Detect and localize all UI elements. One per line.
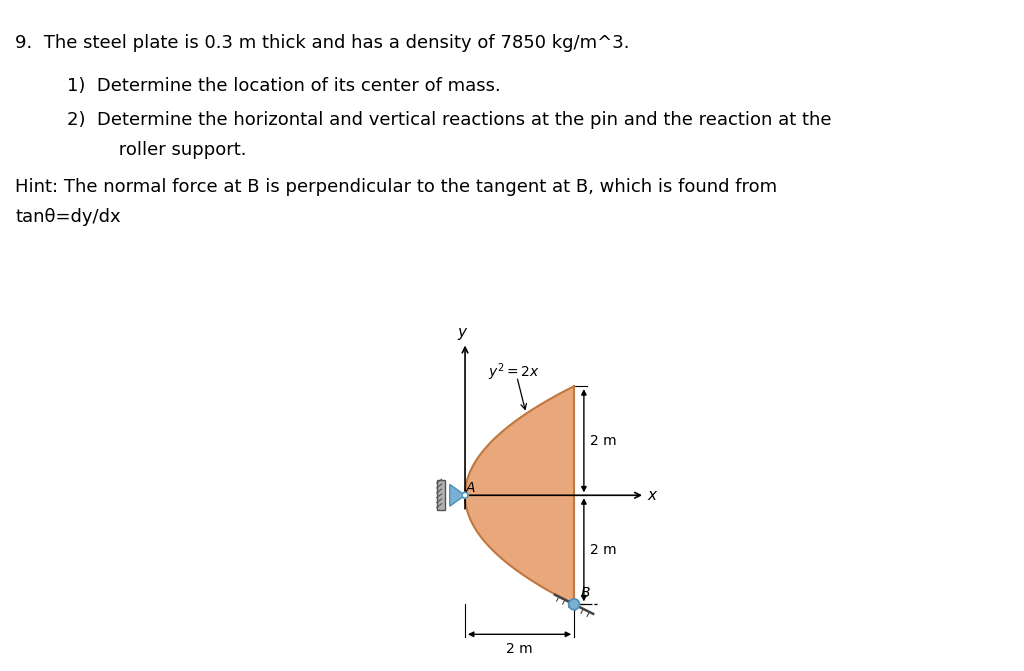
Circle shape <box>462 493 468 499</box>
Text: 2 m: 2 m <box>591 543 617 557</box>
Text: Hint: The normal force at B is perpendicular to the tangent at B, which is found: Hint: The normal force at B is perpendic… <box>15 178 777 196</box>
Text: 1)  Determine the location of its center of mass.: 1) Determine the location of its center … <box>67 77 501 95</box>
Text: 2)  Determine the horizontal and vertical reactions at the pin and the reaction : 2) Determine the horizontal and vertical… <box>67 111 831 129</box>
Polygon shape <box>450 484 465 506</box>
Text: $y^2 = 2x$: $y^2 = 2x$ <box>487 362 540 383</box>
Bar <box>436 480 444 510</box>
Text: tanθ=dy/dx: tanθ=dy/dx <box>15 208 121 226</box>
Text: 9.  The steel plate is 0.3 m thick and has a density of 7850 kg/m^3.: 9. The steel plate is 0.3 m thick and ha… <box>15 34 630 52</box>
Text: 2 m: 2 m <box>591 433 617 448</box>
Text: y: y <box>458 325 467 340</box>
Polygon shape <box>465 386 574 605</box>
Text: x: x <box>647 488 656 503</box>
Text: B: B <box>581 586 590 601</box>
Text: roller support.: roller support. <box>67 141 246 159</box>
Text: A: A <box>466 480 475 495</box>
Text: 2 m: 2 m <box>506 643 532 656</box>
Circle shape <box>568 599 580 610</box>
